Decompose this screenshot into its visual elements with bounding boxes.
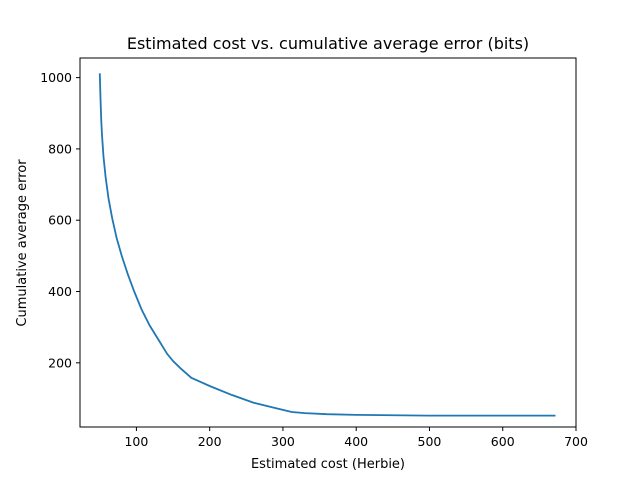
x-tick-label: 500 — [418, 434, 442, 449]
x-tick-label: 100 — [124, 434, 148, 449]
plot-area — [79, 57, 577, 428]
chart-title: Estimated cost vs. cumulative average er… — [127, 34, 529, 53]
x-axis-ticks: 100 200 300 400 500 600 700 — [124, 427, 588, 449]
x-tick-label: 400 — [344, 434, 368, 449]
y-tick-label: 200 — [48, 355, 72, 370]
y-tick-label: 1000 — [40, 70, 72, 85]
x-axis-label: Estimated cost (Herbie) — [251, 457, 405, 472]
y-tick-label: 800 — [48, 141, 72, 156]
y-tick-label: 600 — [48, 213, 72, 228]
x-tick-label: 700 — [564, 434, 588, 449]
x-tick-label: 600 — [491, 434, 515, 449]
y-axis-label: Cumulative average error — [15, 159, 30, 327]
x-tick-label: 300 — [271, 434, 295, 449]
series-line — [98, 73, 556, 417]
x-tick-label: 200 — [198, 434, 222, 449]
y-tick-label: 400 — [48, 284, 72, 299]
y-axis-ticks: 200 400 600 800 1000 — [40, 70, 80, 370]
